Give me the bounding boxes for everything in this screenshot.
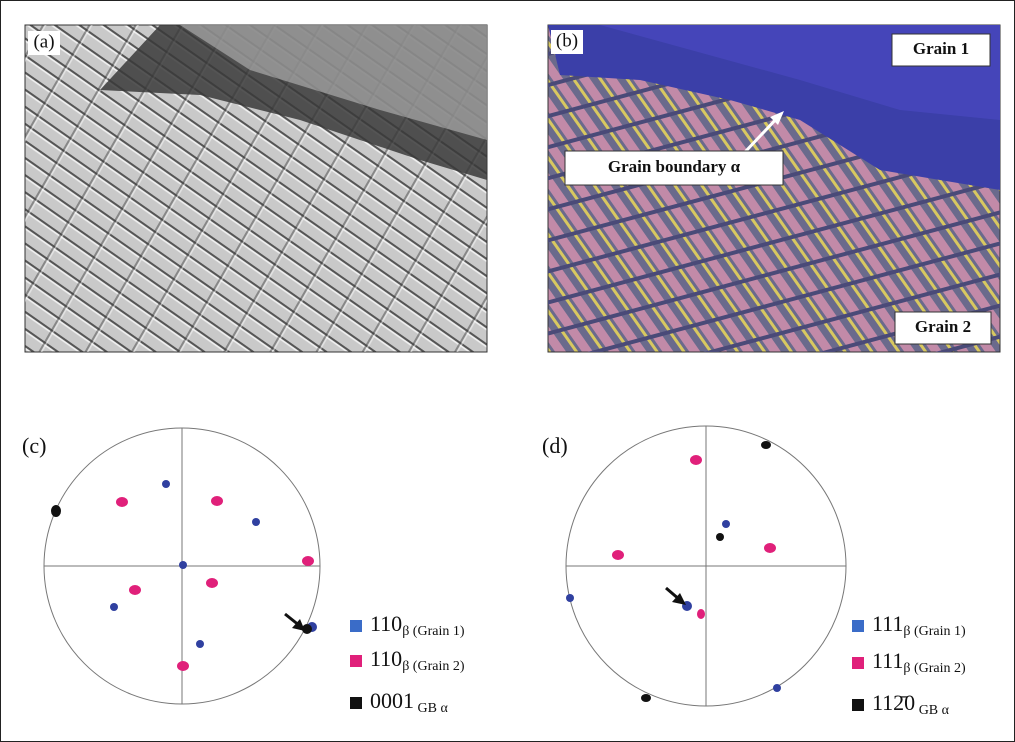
legend-main: 111 [872,648,903,673]
legend-main: 111 [872,611,903,636]
legend-sub: β (Grain 1) [402,624,465,639]
annotation: Grain 1 [913,39,969,58]
legend-main: 0001 [370,688,414,713]
legend-sub: GB α [915,703,949,718]
panel-label: (a) [33,31,54,52]
page: {"panels": [ {"label": "(a)"}, {"label":… [0,0,1015,742]
legend-main: 110 [370,611,402,636]
panel-label: (b) [556,30,578,51]
legend-sub: β (Grain 1) [903,624,966,639]
micrograph-a: (a) [25,25,487,352]
legend-sub: β (Grain 2) [903,661,966,676]
legend-sub: β (Grain 2) [402,659,465,674]
annotation: Grain boundary α [608,157,741,176]
micrograph-b: (b) Grain 1 Grain boundary α Grain 2 [548,25,1000,352]
legend-sub: GB α [414,701,448,716]
annotation: Grain 2 [915,317,971,336]
legend-main: 112̄0 [872,690,915,715]
panel-label: (c) [22,433,46,458]
figure: (a) (b) Grain 1 Grain boundary α Grain 2… [0,0,1015,742]
panel-label: (d) [542,433,568,458]
legend-main: 110 [370,646,402,671]
